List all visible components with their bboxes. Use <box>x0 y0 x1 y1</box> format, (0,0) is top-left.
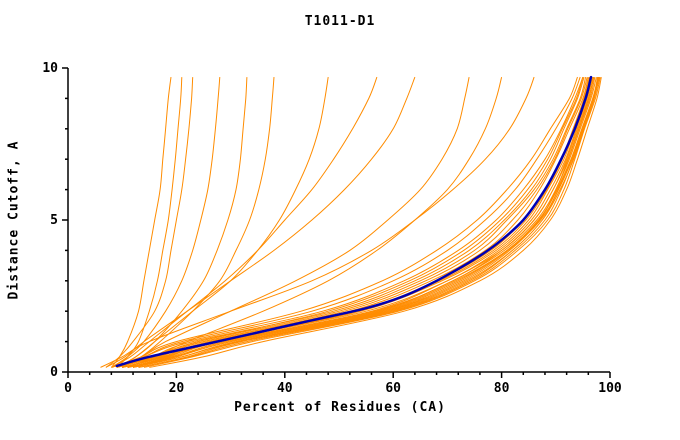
highlight-curve <box>115 75 593 368</box>
model-curve <box>122 76 590 368</box>
y-tick-label: 5 <box>50 213 58 228</box>
chart-title: T1011-D1 <box>304 14 376 29</box>
x-tick-label: 0 <box>64 381 72 396</box>
model-curves <box>100 76 602 368</box>
model-curve <box>105 77 194 368</box>
x-tick-label: 60 <box>385 381 401 396</box>
model-curve <box>122 76 589 368</box>
model-curve <box>111 77 172 368</box>
model-curve <box>111 76 378 368</box>
model-curve <box>116 77 470 368</box>
model-curve <box>116 77 329 368</box>
model-curve <box>116 77 183 368</box>
x-axis-ticks: 0 20 40 60 80 100 <box>64 372 622 396</box>
model-curve <box>127 76 600 368</box>
model-curve <box>111 76 584 368</box>
y-axis-ticks: 0 5 10 <box>42 61 68 380</box>
model-curve <box>100 76 535 368</box>
model-curve <box>121 77 275 368</box>
x-tick-label: 20 <box>169 381 185 396</box>
model-curve <box>111 76 581 368</box>
model-curve <box>116 76 585 368</box>
y-tick-label: 0 <box>50 365 58 380</box>
model-curve <box>111 77 221 368</box>
model-curve <box>149 77 602 368</box>
model-curve <box>122 76 595 368</box>
x-axis-label: Percent of Residues (CA) <box>234 400 446 415</box>
x-tick-label: 100 <box>598 381 622 396</box>
model-curve <box>116 76 584 368</box>
model-curve <box>116 77 248 368</box>
model-curve <box>132 76 600 368</box>
x-tick-label: 80 <box>494 381 510 396</box>
model-curve <box>116 76 588 368</box>
y-tick-label: 10 <box>42 61 58 76</box>
model-curve <box>111 76 578 368</box>
model-curve <box>127 76 596 368</box>
model-curve <box>105 76 416 368</box>
x-tick-label: 40 <box>277 381 293 396</box>
model-curve <box>132 76 599 368</box>
